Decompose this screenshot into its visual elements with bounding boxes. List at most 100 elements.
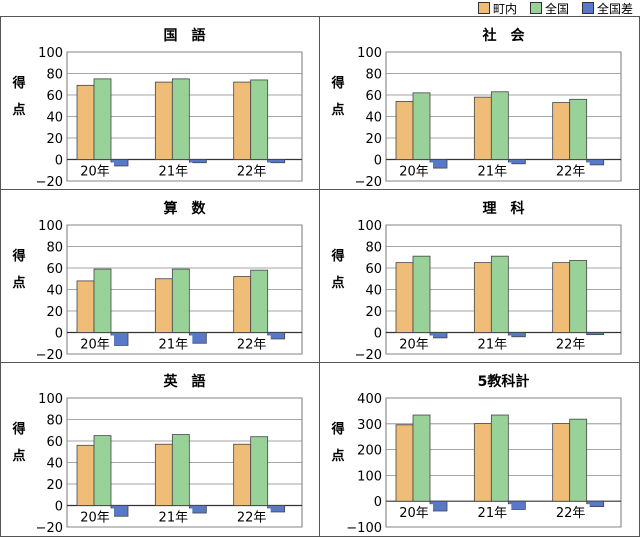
y-tick-label: 40 [365,111,382,126]
bar-national [569,260,588,333]
y-tick-label: 0 [374,495,382,510]
category-label: 21年 [478,338,508,353]
category-label: 22年 [556,506,586,521]
bar-difference [267,159,286,164]
subject-chart-svg: 社 会得点 −20 0 20 40 60 80 100 20年 21年 22年 [330,27,622,190]
category-label-bg [473,162,512,179]
category-label-bg [395,335,433,352]
y-axis-label: 点 [12,102,25,118]
legend-label: 町内 [493,1,518,16]
bar-difference [507,332,526,338]
category-label-bg [76,508,114,525]
subject-chart-panel: 英 語得点 −20 0 20 40 60 80 100 20年 21年 22年 [1,363,320,536]
bar-town [473,423,492,502]
bar-national [412,414,431,502]
y-axis-label: 点 [12,448,25,464]
y-axis-label: 得 [330,75,344,91]
category-label-bg [154,335,193,352]
y-tick-label: −20 [36,348,63,363]
bar-town [233,81,252,160]
y-tick-label: 20 [46,305,63,320]
y-tick-label: 0 [55,327,63,342]
category-label-bg [395,162,433,179]
bar-national [569,98,588,160]
y-tick-label: 40 [46,111,63,126]
subject-chart-panel: 算 数得点 −20 0 20 40 60 80 100 20年 21年 22年 [1,190,320,363]
bar-difference [586,500,605,508]
category-label: 20年 [80,165,110,180]
y-axis-label: 点 [331,102,344,118]
bar-national [412,92,431,160]
category-label: 20年 [399,165,429,180]
bar-town [552,423,571,502]
y-tick-label: 80 [46,241,63,256]
chart-title: 5教科計 [478,373,530,390]
chart-title: 算 数 [164,200,207,217]
category-label: 21年 [159,338,189,353]
y-tick-label: 60 [365,89,382,104]
subject-chart-panel: 国 語得点 −20 0 20 40 60 80 100 20年 21年 22年 [1,17,320,190]
category-label-bg [76,162,114,179]
y-tick-label: 20 [365,132,382,147]
y-tick-label: −100 [346,521,382,536]
chart-legend: 町内 全国 全国差 [0,0,640,16]
y-axis-label: 点 [12,275,25,291]
y-tick-label: −20 [355,348,382,363]
subject-chart-svg: 国 語得点 −20 0 20 40 60 80 100 20年 21年 22年 [11,27,303,190]
y-axis-label: 得 [11,421,25,437]
category-label: 20年 [399,506,429,521]
y-tick-label: 80 [365,241,382,256]
y-tick-label: 0 [55,154,63,169]
y-axis-label: 得 [11,75,25,91]
category-label-bg [551,162,590,179]
legend-item: 町内 [478,0,517,16]
y-tick-label: 400 [357,392,382,407]
y-tick-label: −20 [36,521,63,536]
y-tick-label: 300 [357,418,382,433]
y-tick-label: 100 [357,469,382,484]
y-tick-label: 80 [46,68,63,83]
category-label-bg [232,508,271,525]
y-tick-label: −20 [36,175,63,190]
y-tick-label: 0 [55,500,63,515]
subject-chart-svg: 算 数得点 −20 0 20 40 60 80 100 20年 21年 22年 [11,200,303,363]
legend-swatch [530,2,542,14]
category-label: 22年 [556,338,586,353]
y-tick-label: 40 [46,284,63,299]
y-tick-label: 0 [374,154,382,169]
chart-title: 英 語 [163,373,206,390]
category-label: 22年 [237,165,267,180]
chart-grid: 国 語得点 −20 0 20 40 60 80 100 20年 21年 22年社 会得点 −20 0 20… [0,16,640,537]
category-label-bg [232,335,271,352]
category-label-bg [551,504,590,521]
bar-town [552,262,571,333]
y-tick-label: 40 [46,457,63,472]
category-label-bg [473,335,512,352]
y-tick-label: 80 [46,414,63,429]
chart-title: 社 会 [482,27,526,44]
y-tick-label: 0 [374,327,382,342]
bar-town [76,280,95,333]
legend-item: 全国 [530,0,569,16]
bar-town [395,424,414,502]
bar-national [250,436,269,506]
bar-national [93,268,112,333]
y-tick-label: 60 [46,262,63,277]
bar-national [93,78,112,160]
bar-town [233,443,252,506]
bar-town [473,262,492,333]
category-label-bg [395,504,433,521]
category-label: 22年 [556,165,586,180]
legend-swatch [478,2,490,14]
y-tick-label: 60 [365,262,382,277]
bar-national [250,79,269,160]
category-label: 20年 [80,338,110,353]
bar-national [171,434,190,506]
y-axis-label: 得 [330,248,344,264]
y-tick-label: 20 [46,478,63,493]
category-label-bg [76,335,114,352]
category-label: 22年 [237,511,267,526]
category-label-bg [154,162,193,179]
bar-difference [188,159,207,164]
